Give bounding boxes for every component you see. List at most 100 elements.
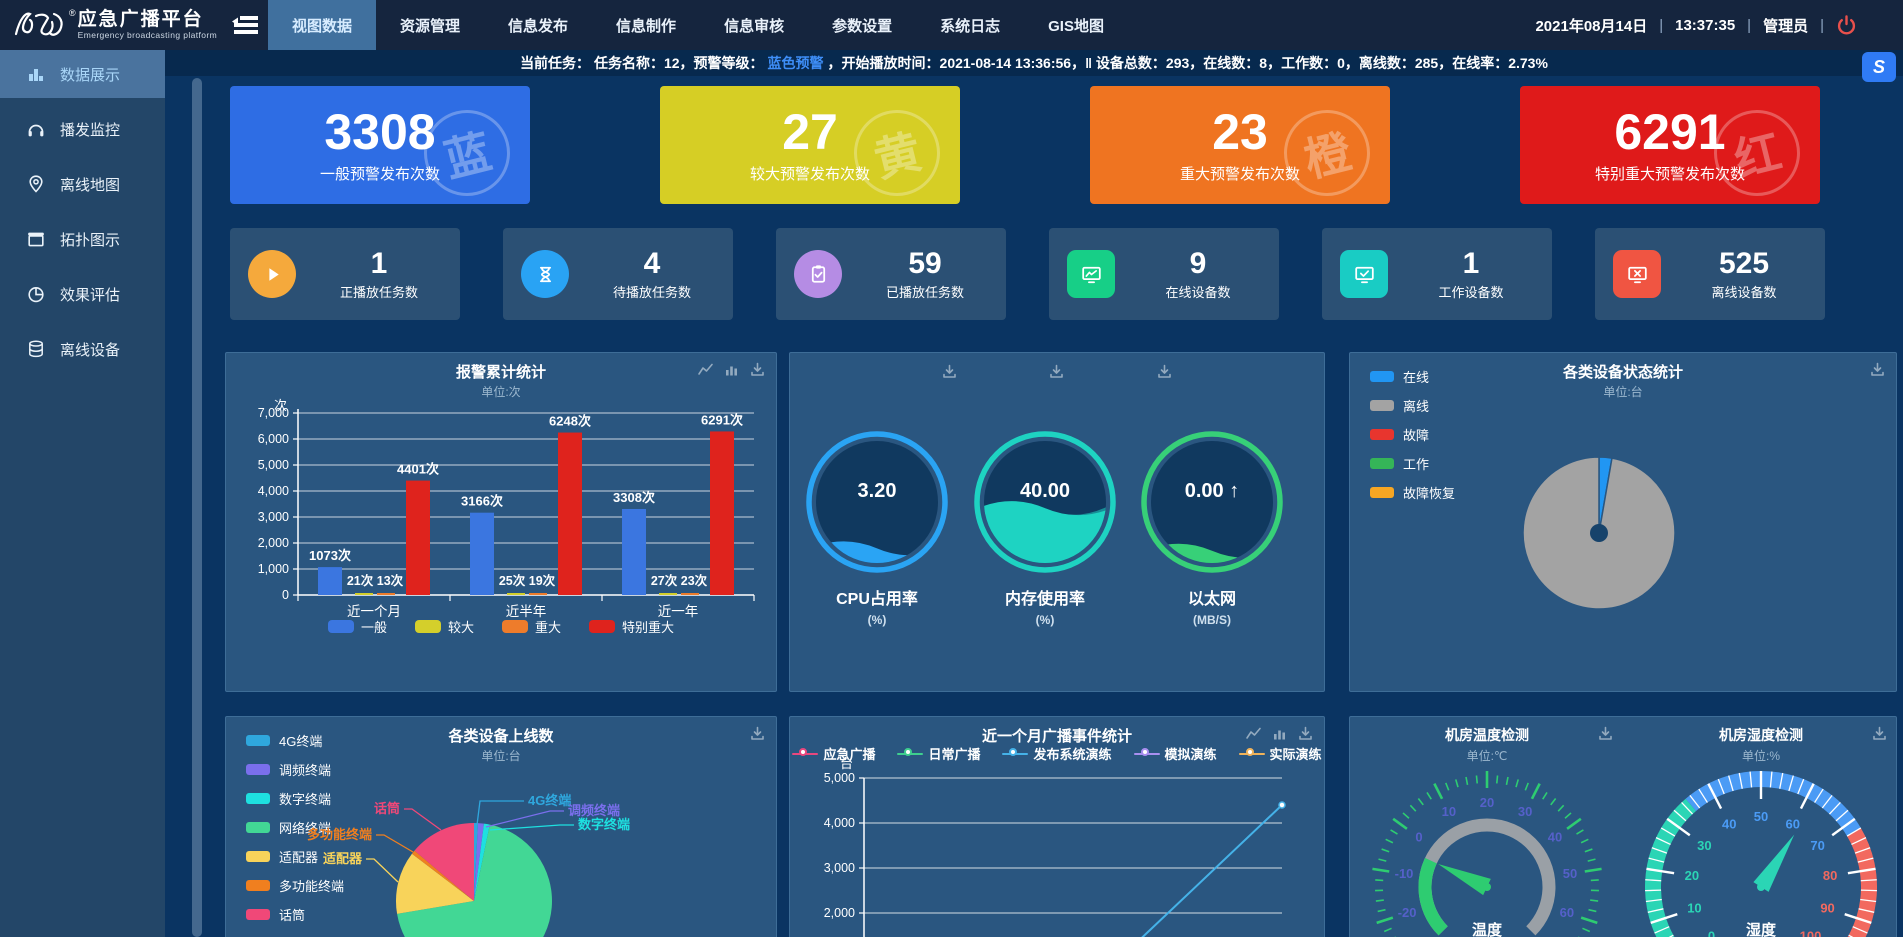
floating-widget-button[interactable]: S bbox=[1862, 52, 1896, 82]
legend-item[interactable]: 模拟演练 bbox=[1133, 744, 1217, 763]
pie-slice-适配器[interactable] bbox=[396, 853, 474, 914]
legend-item[interactable]: 话筒 bbox=[246, 905, 344, 924]
gauge-humidity: 机房湿度检测 单位:% 0 10 20 30 40 50 60 70 80 90 100 湿度 bbox=[1624, 717, 1898, 937]
sidebar-collapse-button[interactable] bbox=[222, 0, 268, 50]
bar-一般[interactable] bbox=[622, 508, 646, 595]
bar-chart-icon[interactable] bbox=[723, 361, 740, 378]
line-series-发布系统演练[interactable] bbox=[864, 804, 1283, 937]
bar-chart-icon[interactable] bbox=[1271, 725, 1288, 742]
svg-text:2,000: 2,000 bbox=[258, 536, 289, 550]
alert-card-3[interactable]: 橙 23 重大预警发布次数 bbox=[1090, 86, 1390, 204]
legend-item[interactable]: 一般 bbox=[327, 617, 387, 636]
sidebar-item-6[interactable]: 离线设备 bbox=[0, 325, 165, 373]
bar-特别重大[interactable] bbox=[710, 431, 734, 595]
nav-tab-8[interactable]: GIS地图 bbox=[1048, 17, 1104, 35]
bar-较大[interactable] bbox=[659, 593, 677, 595]
legend-item[interactable]: 发布系统演练 bbox=[1002, 744, 1112, 763]
bar-一般[interactable] bbox=[470, 512, 494, 595]
alert-card-1[interactable]: 蓝 3308 一般预警发布次数 bbox=[230, 86, 530, 204]
nav-tab-2[interactable]: 资源管理 bbox=[400, 17, 461, 35]
legend-marker bbox=[897, 747, 924, 760]
sidebar-item-3[interactable]: 离线地图 bbox=[0, 160, 165, 208]
panel-toolbar bbox=[1869, 361, 1886, 378]
svg-text:-20: -20 bbox=[1398, 905, 1417, 920]
download-icon[interactable] bbox=[1156, 363, 1173, 380]
content-scrollbar[interactable] bbox=[192, 78, 202, 937]
task-card-5[interactable]: 1 工作设备数 bbox=[1322, 228, 1552, 320]
task-card-label: 正播放任务数 bbox=[339, 285, 418, 300]
legend-item[interactable]: 数字终端 bbox=[246, 789, 344, 808]
task-card-4[interactable]: 9 在线设备数 bbox=[1049, 228, 1279, 320]
task-card-1[interactable]: 1 正播放任务数 bbox=[230, 228, 460, 320]
download-icon[interactable] bbox=[1869, 361, 1886, 378]
bar-特别重大[interactable] bbox=[406, 480, 430, 595]
pie-slice-多功能终端[interactable] bbox=[411, 850, 474, 901]
pie-slice-数字终端[interactable] bbox=[474, 823, 490, 901]
bar-较大[interactable] bbox=[507, 593, 525, 595]
legend-item[interactable]: 故障恢复 bbox=[1370, 483, 1455, 502]
sidebar-item-label: 离线设备 bbox=[60, 341, 121, 359]
gauge-unit: (MB/S) bbox=[1193, 613, 1231, 627]
task-card-6[interactable]: 525 离线设备数 bbox=[1595, 228, 1825, 320]
nav-tab-5[interactable]: 信息审核 bbox=[724, 17, 785, 35]
legend-item[interactable]: 应急广播 bbox=[792, 744, 875, 763]
bar-较大[interactable] bbox=[355, 593, 373, 595]
current-user[interactable]: 管理员 bbox=[1763, 17, 1809, 35]
gauge-unit: (%) bbox=[867, 613, 887, 627]
bar-特别重大[interactable] bbox=[558, 432, 582, 595]
monitor-check-icon bbox=[1340, 250, 1388, 298]
task-card-3[interactable]: 59 已播放任务数 bbox=[776, 228, 1006, 320]
legend-item[interactable]: 实际演练 bbox=[1238, 744, 1322, 763]
legend-item[interactable]: 较大 bbox=[414, 617, 474, 636]
download-icon[interactable] bbox=[749, 361, 766, 378]
download-icon[interactable] bbox=[1871, 725, 1888, 742]
line-chart-icon[interactable] bbox=[1245, 725, 1262, 742]
legend-item[interactable]: 日常广播 bbox=[897, 744, 980, 763]
nav-tab-3[interactable]: 信息发布 bbox=[508, 17, 569, 35]
legend-item[interactable]: 重大 bbox=[502, 617, 561, 636]
legend-item[interactable]: 在线 bbox=[1370, 367, 1455, 386]
alert-card-4[interactable]: 红 6291 特别重大预警发布次数 bbox=[1520, 86, 1820, 204]
pie-slice-4G终端[interactable] bbox=[474, 823, 478, 901]
sidebar-item-4[interactable]: 拓扑图示 bbox=[0, 215, 165, 263]
svg-text:25次 19次: 25次 19次 bbox=[499, 573, 556, 588]
nav-tab-1[interactable]: 视图数据 bbox=[268, 0, 377, 50]
legend-item[interactable]: 特别重大 bbox=[589, 617, 674, 636]
sidebar-item-5[interactable]: 效果评估 bbox=[0, 270, 165, 318]
download-icon[interactable] bbox=[941, 363, 958, 380]
pie-slice-调频终端[interactable] bbox=[474, 823, 484, 901]
power-icon[interactable] bbox=[1836, 14, 1857, 36]
legend-item[interactable]: 适配器 bbox=[246, 847, 344, 866]
svg-text:2,000: 2,000 bbox=[824, 906, 855, 920]
line-chart-icon[interactable] bbox=[697, 361, 714, 378]
alert-card-2[interactable]: 黄 27 较大预警发布次数 bbox=[660, 86, 960, 204]
legend-item[interactable]: 调频终端 bbox=[246, 760, 344, 779]
legend-item[interactable]: 工作 bbox=[1370, 454, 1455, 473]
svg-text:4,000: 4,000 bbox=[824, 816, 855, 830]
legend-item[interactable]: 离线 bbox=[1370, 396, 1455, 415]
pie-slice-网络终端[interactable] bbox=[397, 824, 552, 937]
bar-重大[interactable] bbox=[529, 593, 547, 595]
nav-tab-6[interactable]: 参数设置 bbox=[832, 17, 893, 35]
legend-swatch bbox=[246, 880, 270, 891]
download-icon[interactable] bbox=[749, 725, 766, 742]
download-icon[interactable] bbox=[1048, 363, 1065, 380]
nav-tab-7[interactable]: 系统日志 bbox=[940, 17, 1001, 35]
bar-重大[interactable] bbox=[681, 593, 699, 595]
download-icon[interactable] bbox=[1597, 725, 1614, 742]
legend-item[interactable]: 故障 bbox=[1370, 425, 1455, 444]
sidebar-item-2[interactable]: 播发监控 bbox=[0, 105, 165, 153]
sidebar-item-1[interactable]: 数据展示 bbox=[0, 50, 165, 98]
download-icon[interactable] bbox=[1297, 725, 1314, 742]
legend-item[interactable]: 多功能终端 bbox=[246, 876, 344, 895]
bar-重大[interactable] bbox=[377, 593, 395, 595]
pie-slice-话筒[interactable] bbox=[414, 823, 474, 901]
nav-tab-4[interactable]: 信息制作 bbox=[616, 17, 677, 35]
legend-item[interactable]: 4G终端 bbox=[246, 731, 344, 750]
bar-chart-icon bbox=[26, 64, 46, 84]
task-card-value: 59 bbox=[908, 247, 942, 280]
legend-item[interactable]: 网络终端 bbox=[246, 818, 344, 837]
bar-一般[interactable] bbox=[318, 567, 342, 595]
task-card-2[interactable]: 4 待播放任务数 bbox=[503, 228, 733, 320]
sidebar-item-label: 离线地图 bbox=[60, 176, 121, 194]
